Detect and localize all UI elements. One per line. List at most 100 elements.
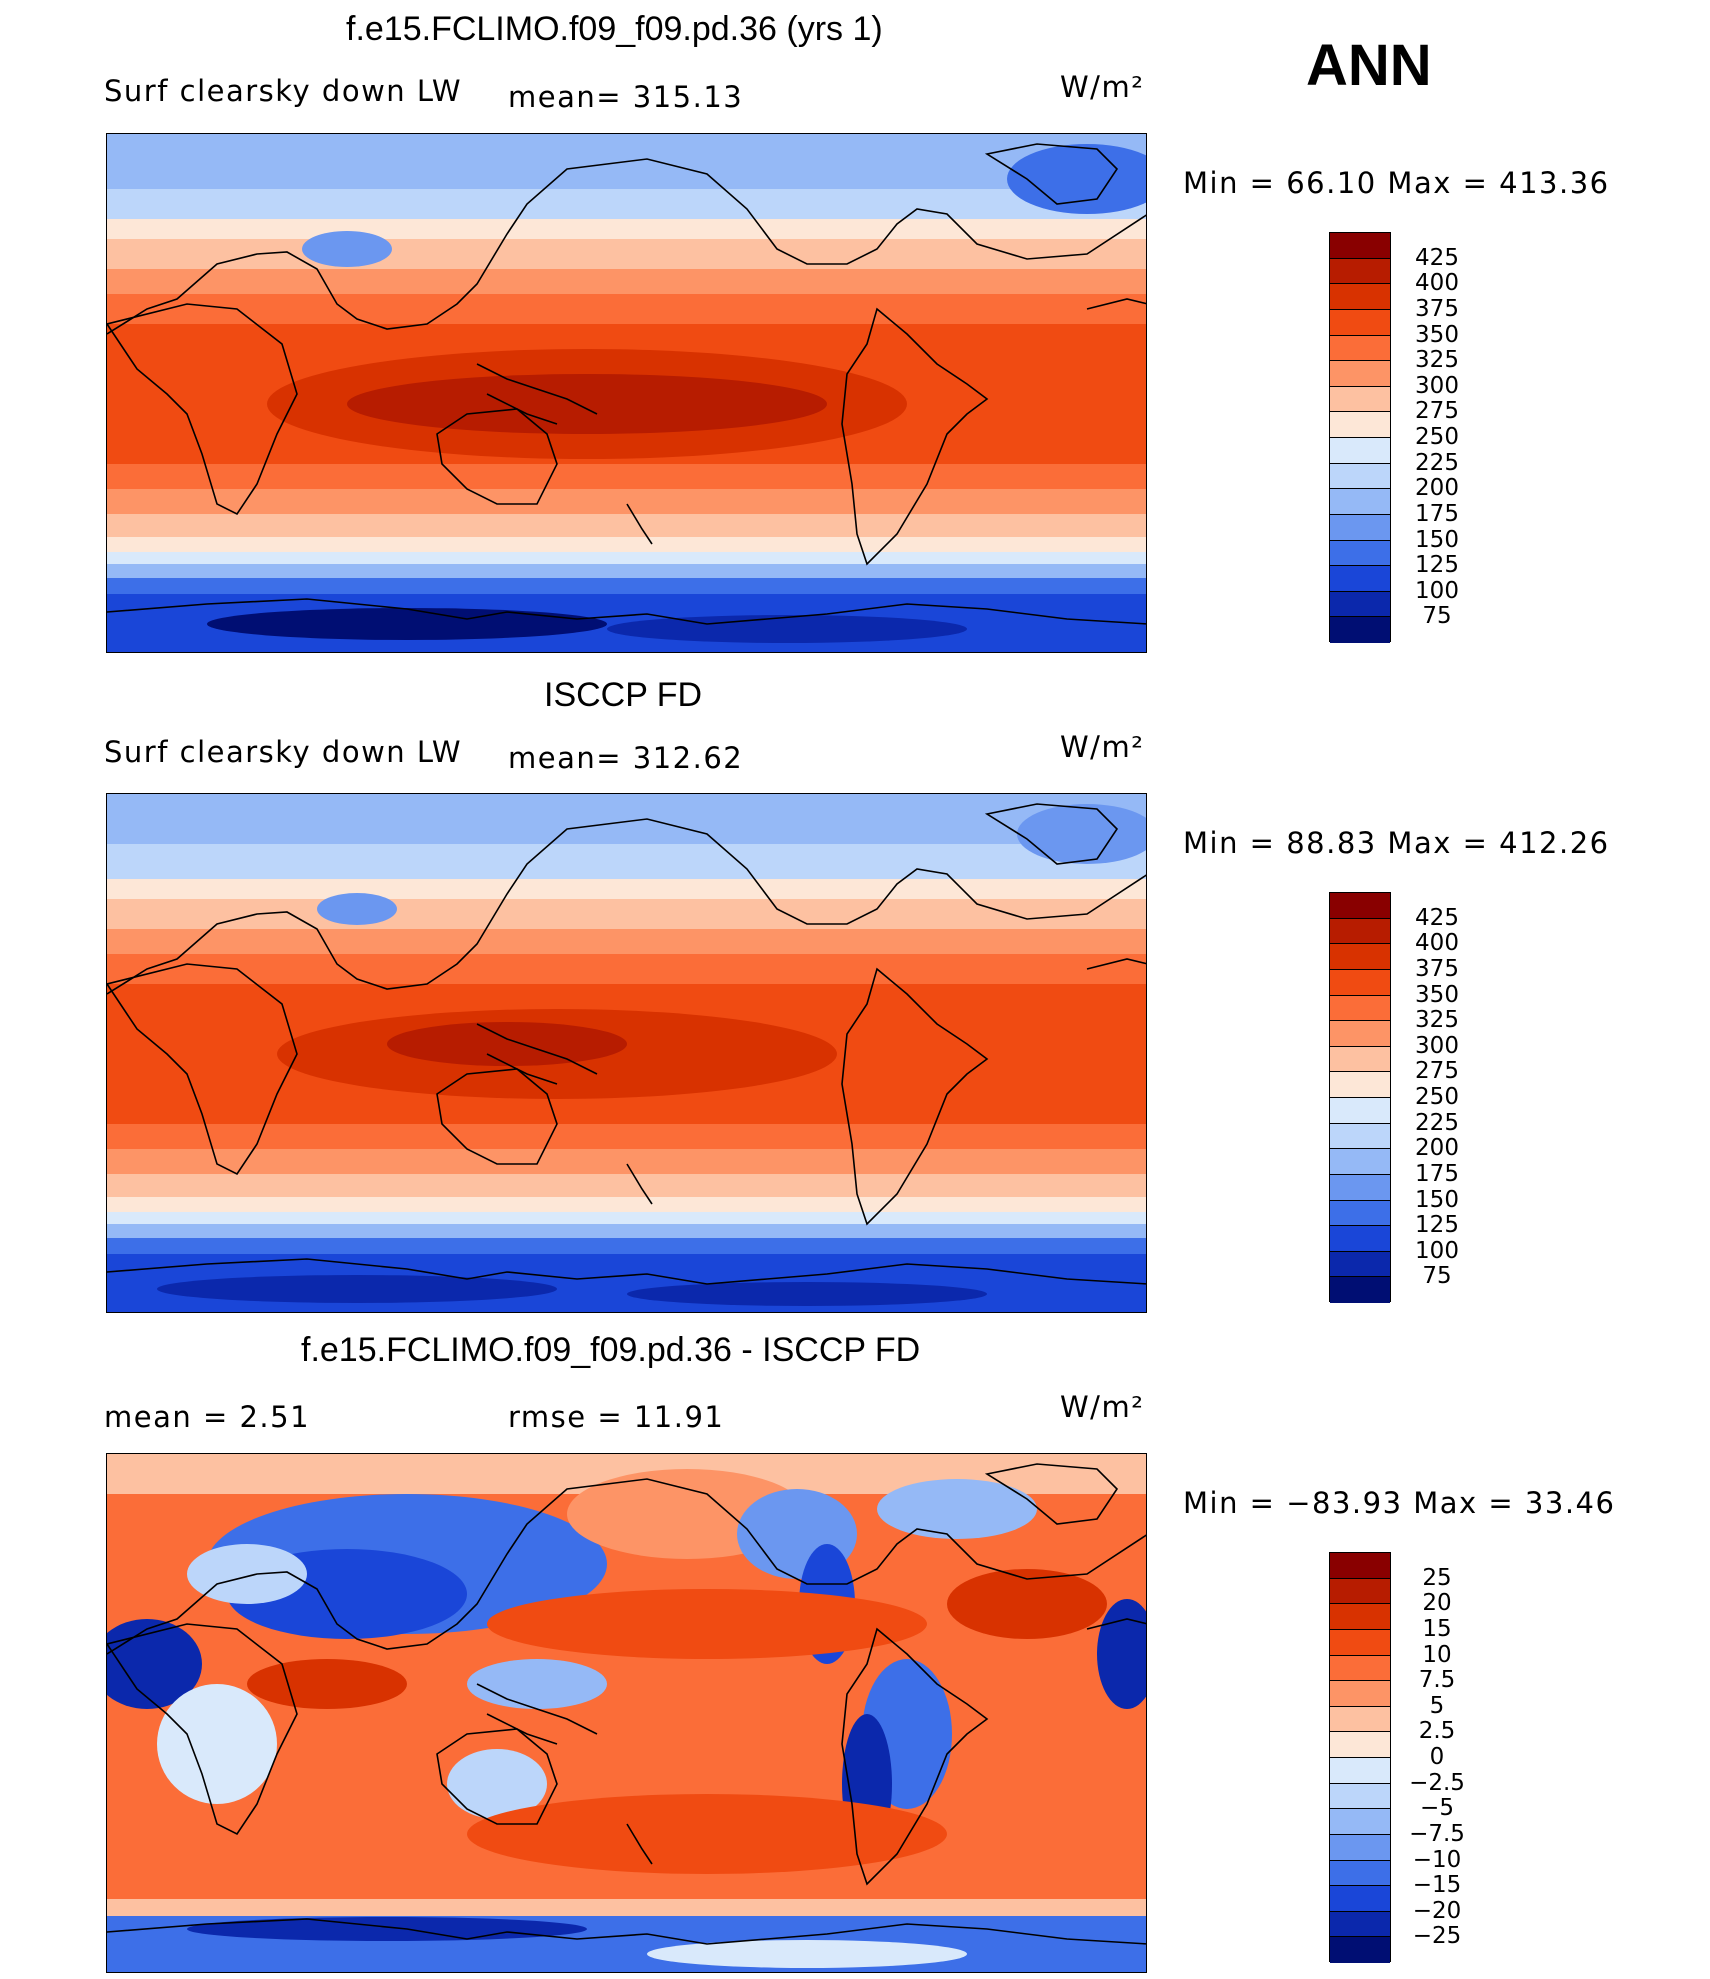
- panel2-colorbar-segment: [1330, 893, 1390, 919]
- panel1-colorbar-segment: [1330, 335, 1390, 362]
- panel3-colorbar-segment: [1330, 1758, 1390, 1784]
- panel2-colorbar-label: 250: [1415, 1084, 1459, 1110]
- panel1-colorbar-segment: [1330, 438, 1390, 464]
- panel1-colorbar-segment: [1330, 591, 1390, 618]
- panel3-colorbar-segment: [1330, 1553, 1390, 1579]
- panel2-colorbar-label: 275: [1415, 1058, 1459, 1085]
- panel3-colorbar-label: 5: [1429, 1692, 1445, 1719]
- panel3-map: [106, 1453, 1147, 1973]
- panel1-units-label: W/m²: [1060, 70, 1145, 104]
- panel3-map-svg: [107, 1454, 1146, 1972]
- panel2-colorbar-segment: [1330, 1277, 1390, 1303]
- panel2-colorbar-segment: [1330, 1226, 1390, 1252]
- panel3-colorbar-segment: [1330, 1706, 1390, 1733]
- panel1-colorbar-label: 275: [1415, 398, 1459, 425]
- panel2-variable-label: Surf clearsky down LW: [104, 735, 463, 769]
- panel3-colorbar-label: 7.5: [1418, 1667, 1456, 1694]
- panel2-colorbar-segment: [1330, 1200, 1390, 1227]
- panel1-colorbar-label: 250: [1415, 424, 1459, 450]
- panel2-title: ISCCP FD: [544, 676, 703, 714]
- panel3-colorbar-label: −20: [1412, 1897, 1462, 1924]
- panel1-colorbar-label: 125: [1415, 552, 1459, 579]
- panel2-colorbar-label: 100: [1415, 1237, 1459, 1264]
- panel2-colorbar-segment: [1330, 969, 1390, 996]
- panel3-colorbar-segment: [1330, 1629, 1390, 1656]
- panel2-mean-label: mean= 312.62: [508, 741, 744, 775]
- panel3-colorbar-label: −2.5: [1409, 1769, 1465, 1796]
- panel1-map-svg: [107, 134, 1146, 652]
- panel2-map-svg: [107, 794, 1146, 1312]
- panel2-colorbar-label: 200: [1415, 1135, 1459, 1162]
- panel2-colorbar-segment: [1330, 1021, 1390, 1047]
- panel3-colorbar-segment: [1330, 1860, 1390, 1887]
- panel3-colorbar-label: −5: [1420, 1795, 1454, 1822]
- panel2-colorbar-label: 225: [1415, 1109, 1459, 1136]
- panel2-colorbar: [1329, 892, 1391, 1303]
- panel1-colorbar-label: 300: [1415, 372, 1459, 399]
- panel1-map: [106, 133, 1147, 653]
- panel2-colorbar-segment: [1330, 1098, 1390, 1124]
- panel3-units-label: W/m²: [1060, 1390, 1145, 1424]
- panel2-colorbar-segment: [1330, 918, 1390, 945]
- panel3-colorbar-label: 0: [1429, 1744, 1445, 1770]
- panel2-colorbar-label: 375: [1415, 955, 1459, 982]
- panel2-colorbar-label: 75: [1422, 1263, 1452, 1290]
- panel2-colorbar-label: 300: [1415, 1032, 1459, 1059]
- panel3-colorbar-segment: [1330, 1578, 1390, 1605]
- panel2-colorbar-label: 400: [1415, 930, 1459, 957]
- panel1-colorbar-label: 100: [1415, 577, 1459, 604]
- panel1-colorbar-segment: [1330, 386, 1390, 413]
- panel3-colorbar-label: 2.5: [1418, 1718, 1456, 1745]
- panel1-minmax-label: Min = 66.10 Max = 413.36: [1183, 166, 1610, 200]
- panel1-colorbar-segment: [1330, 309, 1390, 336]
- panel1-colorbar: [1329, 232, 1391, 643]
- panel1-colorbar-segment: [1330, 489, 1390, 515]
- panel3-colorbar-segment: [1330, 1886, 1390, 1912]
- panel3-colorbar-label: 10: [1422, 1641, 1452, 1668]
- panel3-colorbar-segment: [1330, 1809, 1390, 1835]
- panel3-colorbar-label: −7.5: [1409, 1820, 1465, 1847]
- panel1-variable-label: Surf clearsky down LW: [104, 74, 463, 108]
- panel1-colorbar-segment: [1330, 284, 1390, 310]
- panel1-colorbar-segment: [1330, 540, 1390, 567]
- panel3-coastlines: [107, 1463, 1146, 1945]
- panel2-colorbar-segment: [1330, 1251, 1390, 1278]
- panel1-colorbar-segment: [1330, 463, 1390, 490]
- panel3-title: f.e15.FCLIMO.f09_f09.pd.36 - ISCCP FD: [301, 1331, 921, 1369]
- panel2-colorbar-label: 175: [1415, 1160, 1459, 1187]
- panel2-colorbar-segment: [1330, 1174, 1390, 1201]
- panel3-colorbar-segment: [1330, 1911, 1390, 1938]
- panel3-colorbar: [1329, 1552, 1391, 1963]
- panel3-colorbar-label: −25: [1412, 1923, 1462, 1950]
- panel3-colorbar-segment: [1330, 1681, 1390, 1707]
- panel3-colorbar-segment: [1330, 1783, 1390, 1810]
- panel3-colorbar-segment: [1330, 1655, 1390, 1682]
- panel3-colorbar-label: −15: [1412, 1872, 1462, 1899]
- panel2-colorbar-label: 150: [1415, 1186, 1459, 1213]
- panel1-mean-label: mean= 315.13: [508, 80, 744, 114]
- panel1-colorbar-label: 425: [1415, 244, 1459, 271]
- panel1-colorbar-label: 225: [1415, 449, 1459, 476]
- panel1-coastlines: [107, 143, 1146, 625]
- panel3-colorbar-segment: [1330, 1834, 1390, 1861]
- panel2-units-label: W/m²: [1060, 730, 1145, 764]
- panel1-title: f.e15.FCLIMO.f09_f09.pd.36 (yrs 1): [346, 10, 883, 48]
- season-label: ANN: [1306, 33, 1432, 98]
- panel1-colorbar-label: 75: [1422, 603, 1452, 630]
- panel3-colorbar-segment: [1330, 1604, 1390, 1630]
- panel3-minmax-label: Min = −83.93 Max = 33.46: [1183, 1486, 1616, 1520]
- panel1-colorbar-segment: [1330, 258, 1390, 285]
- panel3-rmse-label: rmse = 11.91: [508, 1400, 725, 1434]
- panel2-colorbar-label: 325: [1415, 1007, 1459, 1034]
- panel1-colorbar-segment: [1330, 233, 1390, 259]
- panel2-colorbar-segment: [1330, 1123, 1390, 1150]
- panel1-colorbar-label: 325: [1415, 347, 1459, 374]
- panel2-colorbar-segment: [1330, 1046, 1390, 1073]
- panel1-colorbar-segment: [1330, 514, 1390, 541]
- panel3-colorbar-label: 20: [1422, 1590, 1452, 1617]
- panel1-colorbar-label: 150: [1415, 526, 1459, 553]
- panel1-colorbar-segment: [1330, 617, 1390, 643]
- panel1-colorbar-segment: [1330, 412, 1390, 438]
- panel3-colorbar-label: −10: [1412, 1846, 1462, 1873]
- panel2-colorbar-label: 350: [1415, 981, 1459, 1008]
